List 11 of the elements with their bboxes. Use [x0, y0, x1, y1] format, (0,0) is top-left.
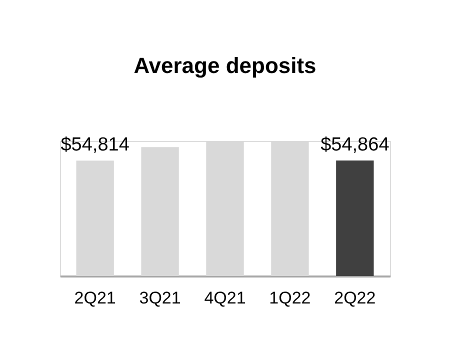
bar — [141, 147, 179, 276]
bar — [336, 160, 374, 276]
bar — [76, 160, 114, 276]
data-label: $54,814 — [60, 134, 130, 156]
chart-title: Average deposits — [134, 53, 316, 78]
data-label: $54,864 — [320, 134, 390, 156]
x-tick-label: 4Q21 — [204, 288, 246, 308]
x-tick-label: 2Q21 — [74, 288, 116, 308]
x-tick-label: 1Q22 — [269, 288, 311, 308]
x-tick-label: 3Q21 — [139, 288, 181, 308]
x-tick-label: 2Q22 — [334, 288, 376, 308]
